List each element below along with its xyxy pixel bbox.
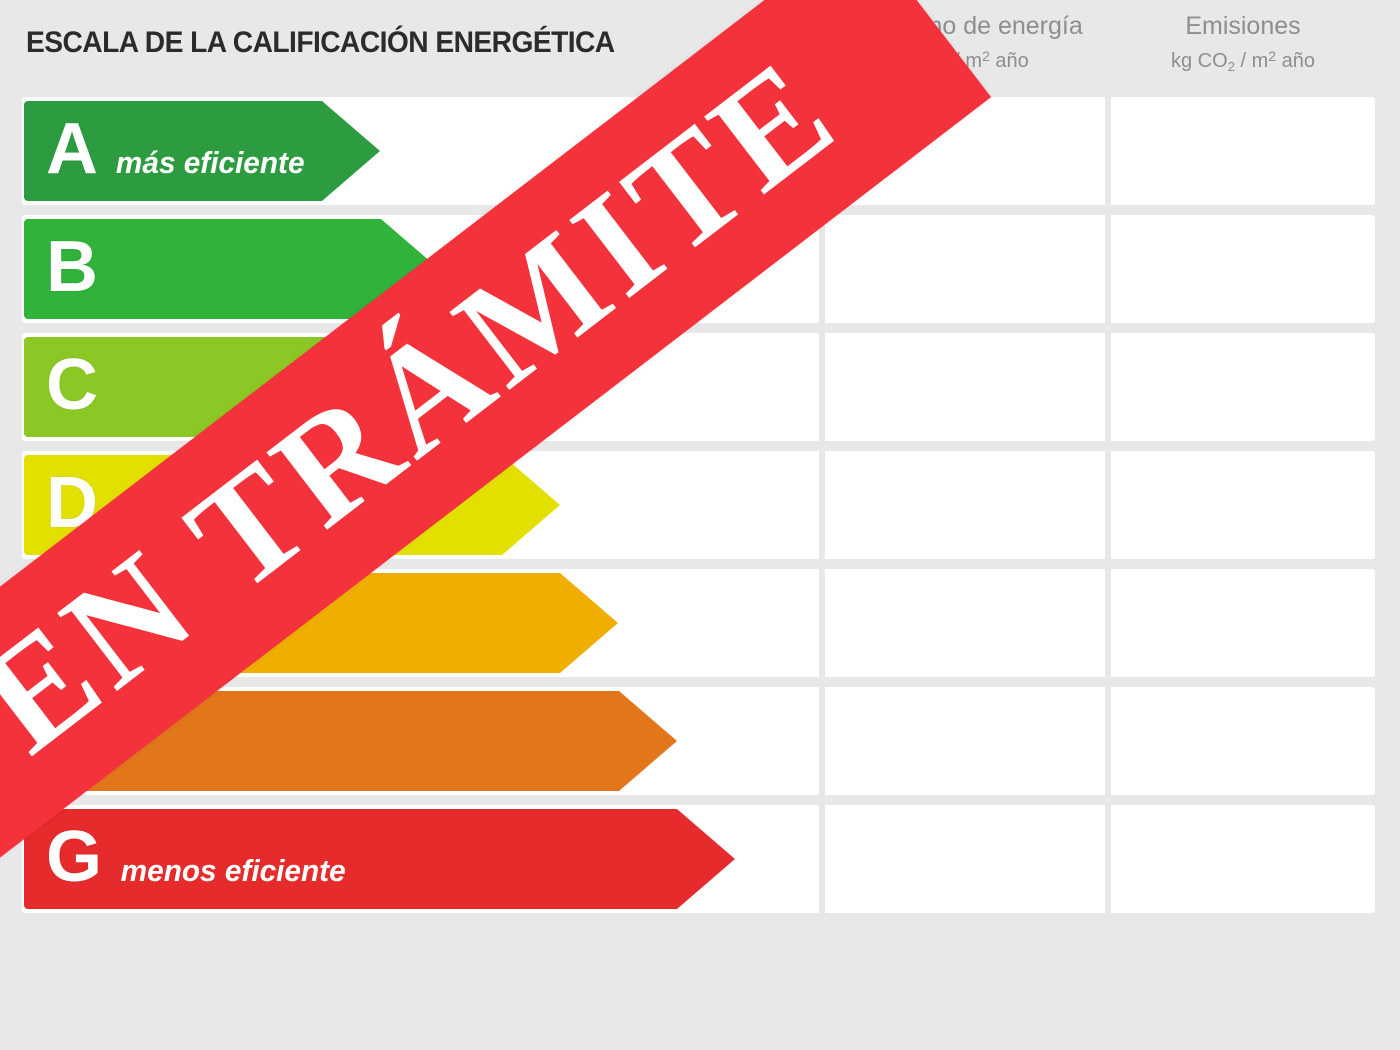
cell-divider xyxy=(1105,97,1111,205)
cell-divider xyxy=(1105,451,1111,559)
cell-emisiones-f[interactable] xyxy=(1111,687,1375,795)
cell-consumo-f[interactable] xyxy=(825,687,1105,795)
cell-consumo-d[interactable] xyxy=(825,451,1105,559)
cell-divider xyxy=(819,451,825,559)
cell-emisiones-c[interactable] xyxy=(1111,333,1375,441)
cell-divider xyxy=(1105,333,1111,441)
cell-emisiones-e[interactable] xyxy=(1111,569,1375,677)
cell-divider xyxy=(1105,215,1111,323)
rating-note-a: más eficiente xyxy=(115,145,305,180)
cell-divider xyxy=(819,333,825,441)
column-header-emisiones-label: Emisiones xyxy=(1185,12,1301,40)
cell-divider xyxy=(1105,569,1111,677)
rating-row-f: F xyxy=(0,687,1400,795)
cell-consumo-c[interactable] xyxy=(825,333,1105,441)
cell-emisiones-b[interactable] xyxy=(1111,215,1375,323)
cell-divider xyxy=(819,805,825,913)
cell-divider xyxy=(819,215,825,323)
cell-consumo-g[interactable] xyxy=(825,805,1105,913)
rating-note-g: menos eficiente xyxy=(120,853,346,888)
rating-letter-c: C xyxy=(46,345,98,425)
column-header-emisiones: Emisiones kg CO2 / m2 año xyxy=(1110,12,1376,74)
rating-letter-a: A xyxy=(46,109,98,189)
cell-emisiones-d[interactable] xyxy=(1111,451,1375,559)
cell-divider xyxy=(819,569,825,677)
cell-consumo-b[interactable] xyxy=(825,215,1105,323)
column-header-emisiones-units: kg CO2 / m2 año xyxy=(1171,47,1315,74)
cell-divider xyxy=(1105,805,1111,913)
page-title: ESCALA DE LA CALIFICACIÓN ENERGÉTICA xyxy=(26,26,615,59)
cell-divider xyxy=(819,687,825,795)
cell-consumo-e[interactable] xyxy=(825,569,1105,677)
rating-letter-g: G xyxy=(46,817,103,897)
rating-letter-b: B xyxy=(46,227,98,307)
cell-emisiones-g[interactable] xyxy=(1111,805,1375,913)
cell-divider xyxy=(1105,687,1111,795)
cell-emisiones-a[interactable] xyxy=(1111,97,1375,205)
